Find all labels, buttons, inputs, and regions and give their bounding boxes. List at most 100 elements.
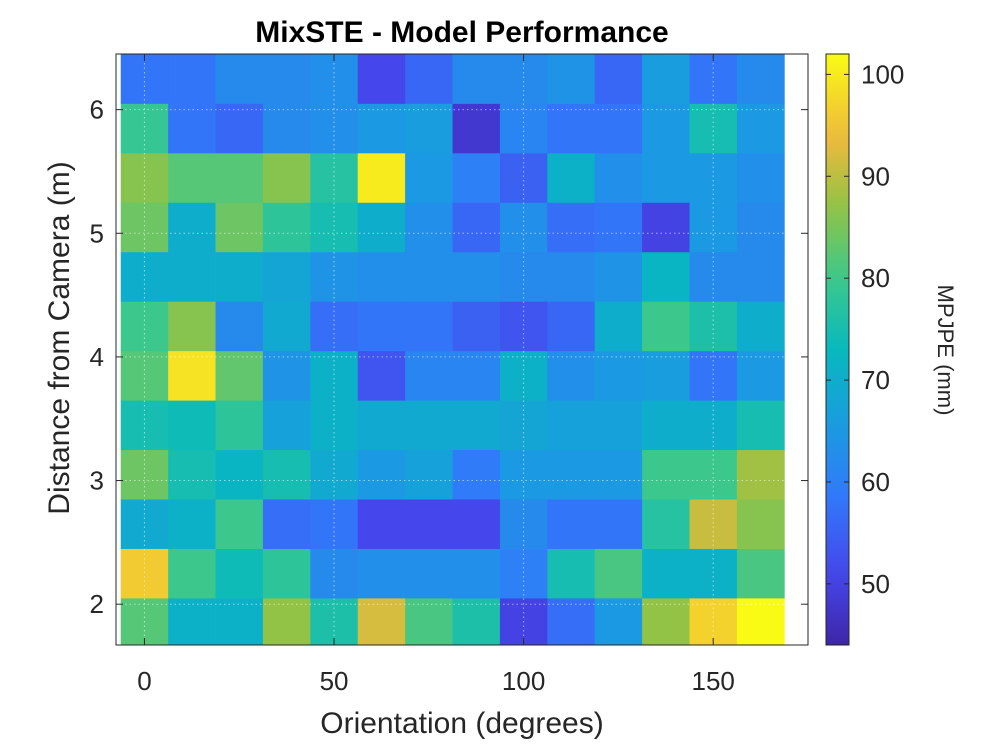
heatmap-cell xyxy=(736,251,785,302)
heatmap-cell xyxy=(262,202,311,253)
heatmap-cell xyxy=(120,400,169,451)
heatmap-cell xyxy=(357,103,406,154)
heatmap-cell xyxy=(168,103,216,154)
heatmap-cell xyxy=(642,499,690,549)
heatmap-cell xyxy=(736,499,785,549)
y-tick-label: 3 xyxy=(90,466,104,496)
heatmap-cell xyxy=(357,54,406,104)
heatmap-cell xyxy=(262,499,311,549)
heatmap-cell xyxy=(547,152,596,203)
heatmap-cell xyxy=(547,449,596,500)
heatmap-cell xyxy=(262,598,311,646)
heatmap-cell xyxy=(594,301,643,352)
heatmap-cell xyxy=(168,449,216,500)
colorbar-tick-label: 50 xyxy=(861,569,890,599)
heatmap-cell xyxy=(499,202,548,253)
heatmap-cell xyxy=(452,598,501,646)
heatmap-cell xyxy=(689,449,738,500)
heatmap-cell xyxy=(168,301,216,352)
heatmap-cell xyxy=(452,350,501,401)
heatmap-cell xyxy=(689,152,738,203)
grid-lines xyxy=(116,54,808,645)
heatmap-cell xyxy=(736,548,785,599)
heatmap-cell xyxy=(310,400,359,451)
heatmap-cell xyxy=(594,598,643,646)
heatmap-cell xyxy=(215,350,264,401)
heatmap-cell xyxy=(168,152,216,203)
heatmap-cell xyxy=(405,548,453,599)
heatmap-cell xyxy=(452,202,501,253)
heatmap-cell xyxy=(310,103,359,154)
heatmap-cell xyxy=(120,202,169,253)
heatmap-cell xyxy=(452,400,501,451)
heatmap-cell xyxy=(547,499,596,549)
chart-title: MixSTE - Model Performance xyxy=(255,16,668,49)
heatmap-cell xyxy=(168,202,216,253)
heatmap-cell xyxy=(642,152,690,203)
heatmap-cell xyxy=(689,301,738,352)
y-axis-ticks: 2 3 4 5 6 xyxy=(90,95,808,619)
heatmap-cell xyxy=(736,598,785,646)
heatmap-cell xyxy=(594,548,643,599)
heatmap-cell xyxy=(215,598,264,646)
colorbar-tick-label: 100 xyxy=(861,59,904,89)
heatmap-cell xyxy=(689,251,738,302)
heatmap-cell xyxy=(642,202,690,253)
heatmap-cell xyxy=(547,202,596,253)
heatmap-cell xyxy=(262,449,311,500)
heatmap-cell xyxy=(310,152,359,203)
heatmap-cell xyxy=(642,103,690,154)
heatmap-cell xyxy=(594,54,643,104)
heatmap-cell xyxy=(642,251,690,302)
heatmap-cell xyxy=(594,251,643,302)
heatmap-cell xyxy=(689,202,738,253)
heatmap-cell xyxy=(689,400,738,451)
heatmap-cell xyxy=(215,449,264,500)
heatmap-cell xyxy=(547,350,596,401)
heatmap-cell xyxy=(310,54,359,104)
heatmap-cell xyxy=(215,103,264,154)
heatmap-cell xyxy=(168,251,216,302)
heatmap-cell xyxy=(215,54,264,104)
heatmap-cell xyxy=(594,152,643,203)
heatmap-cell xyxy=(452,251,501,302)
heatmap-cell xyxy=(120,152,169,203)
colorbar-tick-label: 60 xyxy=(861,467,890,497)
heatmap-cell xyxy=(499,350,548,401)
colorbar-tick-label: 80 xyxy=(861,263,890,293)
heatmap-cell xyxy=(357,548,406,599)
heatmap-cell xyxy=(594,202,643,253)
heatmap-cell xyxy=(357,449,406,500)
heatmap-cell xyxy=(405,350,453,401)
colorbar-gradient xyxy=(825,53,850,646)
heatmap-cell xyxy=(499,301,548,352)
heatmap-cell xyxy=(120,251,169,302)
heatmap-cell xyxy=(262,103,311,154)
x-tick-label: 150 xyxy=(692,666,735,696)
heatmap-cell xyxy=(215,202,264,253)
heatmap-cell xyxy=(452,54,501,104)
heatmap-cell xyxy=(120,103,169,154)
heatmap-cell xyxy=(405,301,453,352)
heatmap-cell xyxy=(547,598,596,646)
heatmap-cell xyxy=(452,548,501,599)
heatmap-cell xyxy=(547,103,596,154)
heatmap-cells xyxy=(120,54,785,646)
heatmap-cell xyxy=(736,202,785,253)
heatmap-cell xyxy=(736,152,785,203)
heatmap-cell xyxy=(642,400,690,451)
colorbar-label: MPJPE (mm) xyxy=(933,285,958,416)
heatmap-cell xyxy=(262,251,311,302)
heatmap-cell xyxy=(736,54,785,104)
heatmap-cell xyxy=(642,301,690,352)
heatmap-cell xyxy=(642,350,690,401)
x-axis-ticks: 0 50 100 150 xyxy=(137,54,735,696)
heatmap-cell xyxy=(405,251,453,302)
heatmap-cell xyxy=(215,400,264,451)
heatmap-cell xyxy=(642,54,690,104)
heatmap-cell xyxy=(215,499,264,549)
heatmap-cell xyxy=(357,202,406,253)
heatmap-cell xyxy=(357,499,406,549)
heatmap-cell xyxy=(120,54,169,104)
